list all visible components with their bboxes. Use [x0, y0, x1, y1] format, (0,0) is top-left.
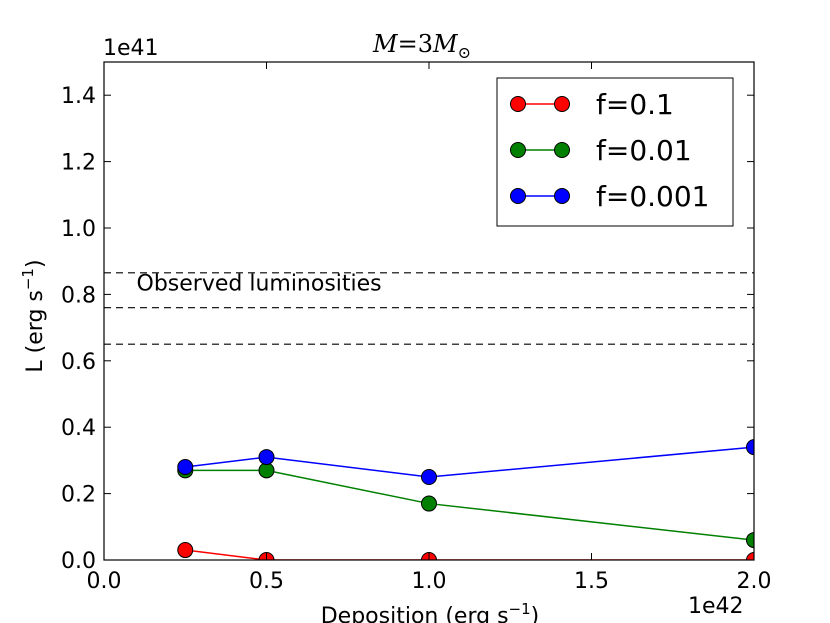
y-tick-label: 1.4 — [61, 84, 96, 109]
title-lhs: M — [372, 30, 399, 58]
series-3-point — [421, 469, 437, 485]
x-tick-label: 0.5 — [249, 569, 284, 594]
y-axis-label: L (erg s−1) — [19, 259, 48, 372]
series-3-point — [258, 449, 275, 466]
axes-frame — [103, 61, 755, 561]
y-tick-label: 1.2 — [61, 151, 96, 176]
x-tick-label: 1.5 — [574, 569, 609, 594]
series-1-point — [177, 542, 194, 559]
series-line-3 — [185, 446, 754, 478]
y-offset-label: 1e41 — [103, 36, 159, 61]
plot-area: Observed luminosities 0.0 0.5 1.0 1.5 2.0 0.0 0… — [61, 61, 772, 594]
series-3-point — [177, 459, 194, 476]
legend-label-2: f=0.01 — [596, 134, 692, 167]
series-2-point — [421, 495, 437, 512]
series-2-point — [746, 532, 754, 549]
x-axis-label-sup: −1 — [509, 600, 531, 618]
x-axis-label-text: Deposition (erg s — [321, 604, 509, 623]
series-line-2 — [185, 469, 754, 541]
x-axis-label-close: ) — [531, 604, 540, 623]
y-axis-label-close: ) — [23, 259, 48, 268]
y-axis-label-text: L (erg s — [23, 290, 48, 372]
y-tick-label: 0.8 — [61, 283, 96, 308]
legend-marker-1 — [510, 96, 526, 112]
y-axis-label-sup: −1 — [19, 268, 37, 290]
y-tick-label: 0.0 — [61, 549, 96, 574]
title-eq: =3 — [398, 30, 433, 58]
series-line-1 — [185, 549, 754, 560]
series-3-point — [746, 439, 754, 456]
series-1-point — [746, 552, 754, 560]
title-rhs: M — [432, 30, 459, 58]
legend-label-3: f=0.001 — [596, 180, 709, 213]
observed-luminosities-annotation: Observed luminosities — [137, 271, 382, 296]
title-sub: ⊙ — [458, 43, 471, 62]
legend-marker-2 — [510, 142, 526, 158]
y-tick-label: 1.0 — [61, 217, 96, 242]
legend-marker-3 — [554, 188, 570, 204]
legend: f=0.1 f=0.01 f=0.001 — [496, 77, 734, 227]
series-layer — [177, 439, 754, 560]
chart-title: M=3M⊙ — [372, 30, 471, 62]
legend-marker-3 — [510, 188, 526, 204]
x-offset-label: 1e42 — [688, 594, 744, 619]
legend-marker-1 — [554, 96, 570, 112]
series-2-point — [258, 462, 275, 479]
x-tick-label: 2.0 — [737, 569, 772, 594]
legend-label-1: f=0.1 — [596, 88, 674, 121]
x-tick-label: 0.0 — [87, 569, 122, 594]
legend-box — [496, 77, 734, 227]
x-axis-label: Deposition (erg s−1) — [321, 600, 540, 623]
legend-marker-2 — [554, 142, 570, 158]
y-tick-label: 0.6 — [61, 350, 96, 375]
y-tick-label: 0.4 — [61, 416, 96, 441]
y-tick-label: 0.2 — [61, 483, 96, 508]
x-tick-label: 1.0 — [412, 569, 447, 594]
